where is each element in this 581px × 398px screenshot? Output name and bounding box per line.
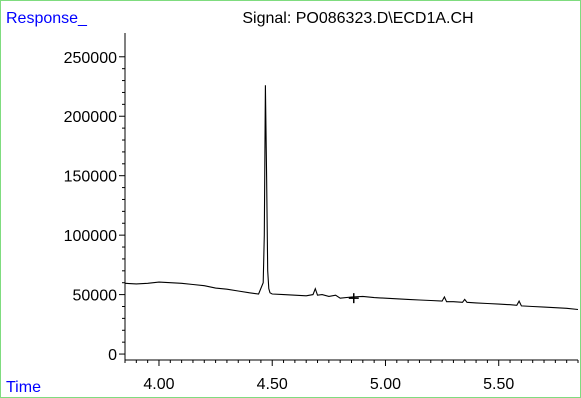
chart-title: Signal: PO086323.D\ECD1A.CH: [242, 10, 473, 27]
y-tick-label: 150000: [64, 169, 117, 186]
x-tick-label: 4.00: [143, 376, 174, 393]
x-tick-label: 5.50: [483, 376, 514, 393]
plot-area: [124, 85, 579, 311]
y-tick-label: 0: [108, 347, 117, 364]
x-tick-label: 4.50: [257, 376, 288, 393]
x-axis-label: Time: [6, 379, 41, 396]
y-axis-label: Response_: [6, 10, 88, 27]
x-tick-label: 5.00: [370, 376, 401, 393]
signal-trace: [124, 85, 579, 311]
axes: [124, 33, 578, 361]
y-tick-label: 200000: [64, 109, 117, 126]
ticks: 0 50000 100000 150000 200000 250000 4.00 4.50 5.…: [64, 50, 579, 393]
y-tick-label: 250000: [64, 50, 117, 67]
y-tick-label: 50000: [73, 288, 118, 305]
y-tick-label: 100000: [64, 228, 117, 245]
